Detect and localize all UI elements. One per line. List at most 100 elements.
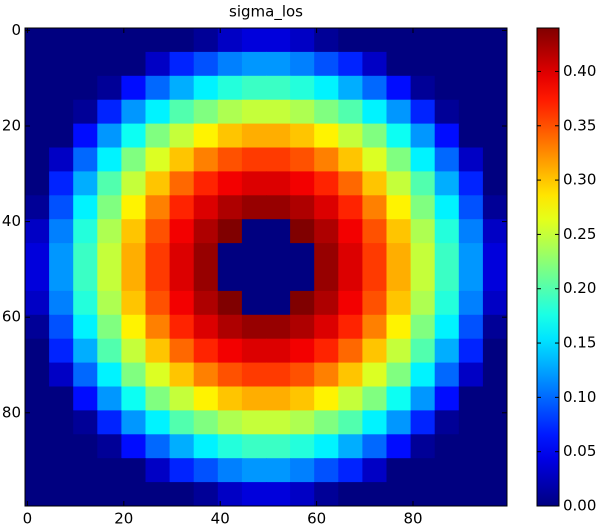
heatmap-cell xyxy=(314,458,339,483)
heatmap-cell xyxy=(314,147,339,172)
heatmap-cell xyxy=(121,434,146,459)
heatmap-cell xyxy=(169,51,195,77)
heatmap-cell xyxy=(338,458,363,483)
heatmap-cell xyxy=(290,147,315,172)
heatmap-cell xyxy=(314,338,339,364)
heatmap-cell xyxy=(145,386,171,411)
heatmap-cell xyxy=(386,458,412,483)
heatmap-cell xyxy=(410,362,436,387)
heatmap-cell xyxy=(410,195,436,220)
heatmap-cell xyxy=(217,482,243,507)
heatmap-cell xyxy=(482,434,508,459)
heatmap-cell xyxy=(169,171,195,196)
heatmap-cell xyxy=(145,362,171,387)
heatmap-cell xyxy=(386,410,412,435)
heatmap-cell xyxy=(145,338,171,364)
heatmap-cell xyxy=(290,28,315,53)
heatmap-cell xyxy=(97,362,122,387)
heatmap-cell xyxy=(314,219,339,244)
heatmap-cell xyxy=(193,171,219,196)
heatmap-cell xyxy=(217,51,243,77)
heatmap-cell xyxy=(169,243,195,268)
heatmap-cell xyxy=(145,243,171,268)
plot-frame xyxy=(24,27,508,507)
heatmap-cell xyxy=(290,338,315,364)
heatmap-cell xyxy=(290,219,315,244)
heatmap-cell xyxy=(49,338,74,364)
colorbar-tick-label: 0.40 xyxy=(563,62,596,80)
heatmap-cell xyxy=(49,28,74,53)
heatmap-cell xyxy=(362,362,387,387)
heatmap-cell xyxy=(266,195,291,220)
heatmap-cell xyxy=(338,195,363,220)
heatmap-cell xyxy=(458,267,484,292)
heatmap-cell xyxy=(266,338,291,364)
heatmap-cell xyxy=(386,362,412,387)
heatmap-cell xyxy=(241,75,267,101)
heatmap-cell xyxy=(217,290,243,316)
heatmap-cell xyxy=(217,123,243,148)
heatmap-cell xyxy=(121,338,146,364)
y-tick-label: 20 xyxy=(2,116,21,134)
heatmap-cell xyxy=(97,195,122,220)
heatmap-cell xyxy=(266,28,291,53)
heatmap-cell xyxy=(241,171,267,196)
heatmap-cell xyxy=(458,458,484,483)
heatmap-cell xyxy=(314,195,339,220)
heatmap-cell xyxy=(458,434,484,459)
heatmap-cell xyxy=(482,51,508,77)
heatmap-cell xyxy=(97,434,122,459)
heatmap-cell xyxy=(193,99,219,125)
heatmap-cell xyxy=(49,458,74,483)
heatmap-cell xyxy=(482,482,508,507)
heatmap-cell xyxy=(458,314,484,340)
heatmap-cell xyxy=(97,171,122,196)
heatmap-cell xyxy=(49,362,74,387)
heatmap-cell xyxy=(314,51,339,77)
heatmap-cell xyxy=(49,290,74,316)
heatmap-cell xyxy=(49,99,74,125)
colorbar-tick-label: 0.35 xyxy=(563,116,596,134)
heatmap-cell xyxy=(362,171,387,196)
heatmap-cell xyxy=(145,434,171,459)
heatmap-cell xyxy=(97,123,122,148)
heatmap-cell xyxy=(410,386,436,411)
heatmap-cell xyxy=(121,28,146,53)
heatmap-cell xyxy=(410,338,436,364)
heatmap-cell xyxy=(410,314,436,340)
heatmap-cell xyxy=(266,75,291,101)
heatmap-cell xyxy=(410,75,436,101)
heatmap-cell xyxy=(49,386,74,411)
heatmap-cell xyxy=(434,51,460,77)
heatmap-cell xyxy=(362,314,387,340)
heatmap-cell xyxy=(145,267,171,292)
heatmap-cell xyxy=(169,482,195,507)
heatmap-cell xyxy=(482,338,508,364)
heatmap-cell xyxy=(73,123,98,148)
heatmap-cell xyxy=(49,51,74,77)
heatmap-cell xyxy=(386,75,412,101)
heatmap-cell xyxy=(169,362,195,387)
heatmap-cell xyxy=(434,338,460,364)
heatmap-cell xyxy=(386,99,412,125)
heatmap-cell xyxy=(386,147,412,172)
heatmap-cell xyxy=(434,482,460,507)
heatmap-cell xyxy=(97,482,122,507)
heatmap-cell xyxy=(362,338,387,364)
heatmap-cell xyxy=(25,410,50,435)
heatmap-cell xyxy=(241,219,267,244)
heatmap-cell xyxy=(386,434,412,459)
heatmap-cell xyxy=(458,51,484,77)
heatmap-cell xyxy=(338,267,363,292)
heatmap-cell xyxy=(73,75,98,101)
heatmap-cell xyxy=(482,219,508,244)
heatmap-cell xyxy=(290,386,315,411)
heatmap-cell xyxy=(482,267,508,292)
heatmap-cell xyxy=(338,219,363,244)
heatmap-cell xyxy=(169,219,195,244)
heatmap-cell xyxy=(338,482,363,507)
heatmap-cell xyxy=(482,195,508,220)
heatmap-cell xyxy=(458,219,484,244)
heatmap-cell xyxy=(241,362,267,387)
heatmap-cell xyxy=(458,410,484,435)
